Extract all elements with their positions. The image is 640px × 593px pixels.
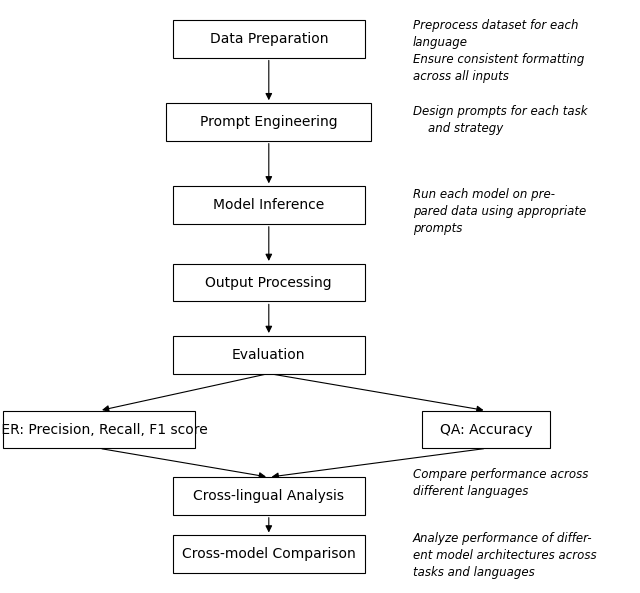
FancyBboxPatch shape — [173, 264, 365, 301]
Text: Analyze performance of differ-
ent model architectures across
tasks and language: Analyze performance of differ- ent model… — [413, 532, 596, 579]
Text: NER: Precision, Recall, F1 score: NER: Precision, Recall, F1 score — [0, 422, 207, 436]
Text: QA: Accuracy: QA: Accuracy — [440, 422, 532, 436]
Text: Prompt Engineering: Prompt Engineering — [200, 115, 338, 129]
FancyBboxPatch shape — [173, 535, 365, 573]
FancyBboxPatch shape — [173, 186, 365, 224]
Text: Cross-lingual Analysis: Cross-lingual Analysis — [193, 489, 344, 503]
FancyBboxPatch shape — [3, 411, 195, 448]
Text: Design prompts for each task
    and strategy: Design prompts for each task and strateg… — [413, 106, 588, 135]
Text: Model Inference: Model Inference — [213, 198, 324, 212]
FancyBboxPatch shape — [422, 411, 550, 448]
Text: Preprocess dataset for each
language
Ensure consistent formatting
across all inp: Preprocess dataset for each language Ens… — [413, 20, 584, 84]
FancyBboxPatch shape — [173, 477, 365, 515]
FancyBboxPatch shape — [173, 20, 365, 58]
Text: Cross-model Comparison: Cross-model Comparison — [182, 547, 356, 561]
Text: Evaluation: Evaluation — [232, 347, 305, 362]
Text: Data Preparation: Data Preparation — [209, 32, 328, 46]
Text: Output Processing: Output Processing — [205, 276, 332, 289]
Text: Run each model on pre-
pared data using appropriate
prompts: Run each model on pre- pared data using … — [413, 189, 586, 235]
Text: Compare performance across
different languages: Compare performance across different lan… — [413, 468, 588, 498]
FancyBboxPatch shape — [166, 103, 371, 141]
FancyBboxPatch shape — [173, 336, 365, 374]
